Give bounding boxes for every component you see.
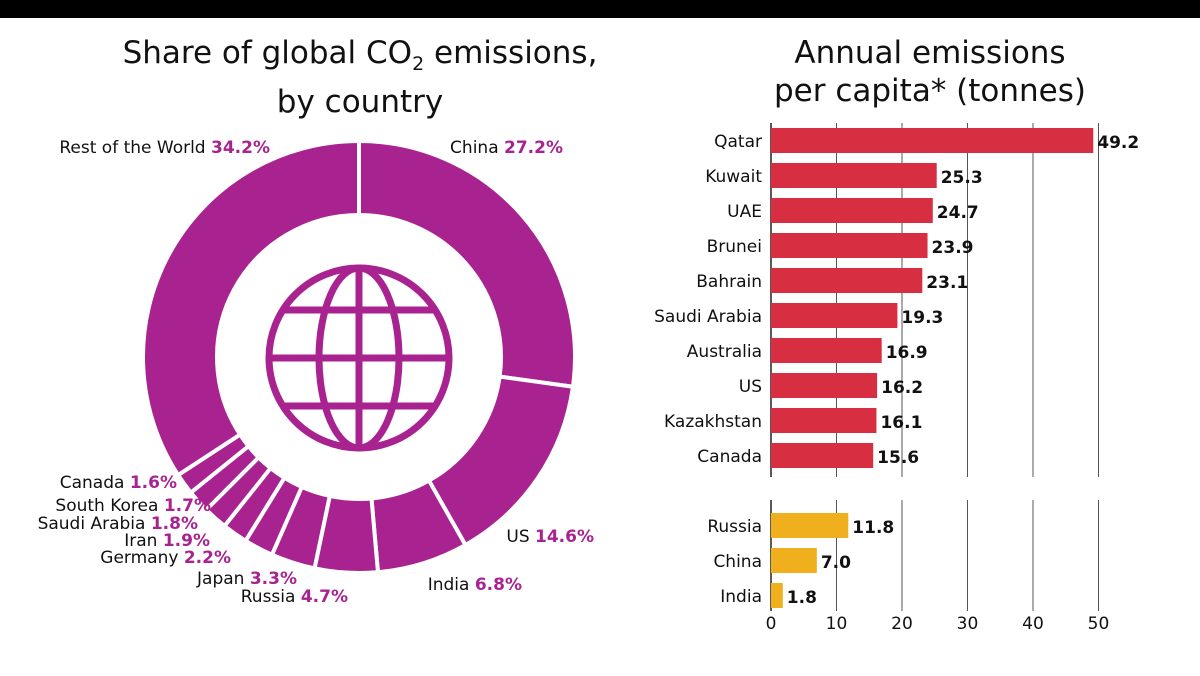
bar-category-label-saudi-arabia: Saudi Arabia — [654, 307, 762, 327]
bar-kuwait — [771, 163, 937, 188]
bar-canada — [771, 443, 874, 468]
x-tick-label-0: 0 — [766, 614, 777, 634]
bar-category-label-qatar: Qatar — [714, 132, 762, 152]
bar-russia — [771, 513, 849, 538]
bar-category-label-uae: UAE — [727, 202, 762, 222]
bar-marks: Qatar 49.2 Kuwait 25.3 UAE 24.7 Brunei 23.9 Bahr… — [654, 128, 1139, 608]
donut-title-subscript: 2 — [412, 53, 425, 76]
bar-value-label-canada: 15.6 — [877, 448, 919, 468]
donut-label-value: 1.6% — [130, 473, 177, 493]
x-tick-label-10: 10 — [826, 614, 848, 634]
donut-label-iran: Iran 1.9% — [124, 531, 210, 551]
donut-label-value: 2.2% — [184, 548, 231, 568]
bar-category-label-russia: Russia — [707, 517, 762, 537]
donut-label-name: Canada — [60, 473, 130, 493]
donut-label-value: 1.7% — [164, 496, 211, 516]
donut-label-value: 34.2% — [211, 138, 270, 158]
donut-label-rest-of-the-world: Rest of the World 34.2% — [59, 138, 270, 158]
bar-value-label-australia: 16.9 — [886, 343, 928, 363]
donut-label-china: China 27.2% — [450, 138, 563, 158]
bar-category-label-india: India — [720, 587, 762, 607]
donut-title-line2: by country — [276, 84, 444, 121]
x-tick-label-20: 20 — [891, 614, 913, 634]
bar-brunei — [771, 233, 928, 258]
bar-category-label-us: US — [739, 377, 762, 397]
bar-india — [771, 583, 783, 608]
donut-label-value: 6.8% — [475, 575, 522, 595]
bar-us — [771, 373, 878, 398]
bar-value-label-kazakhstan: 16.1 — [880, 413, 922, 433]
donut-label-saudi-arabia: Saudi Arabia 1.8% — [38, 514, 198, 534]
donut-slices — [141, 138, 577, 575]
bar-category-label-brunei: Brunei — [707, 237, 762, 257]
bar-uae — [771, 198, 933, 223]
bar-value-label-brunei: 23.9 — [932, 238, 974, 258]
bar-chart-title: Annual emissions per capita* (tonnes) — [700, 34, 1160, 110]
bar-value-label-us: 16.2 — [881, 378, 923, 398]
bar-value-label-kuwait: 25.3 — [941, 168, 983, 188]
donut-label-value: 3.3% — [250, 569, 297, 589]
bar-value-label-india: 1.8 — [787, 588, 817, 608]
bar-value-label-uae: 24.7 — [937, 203, 979, 223]
donut-label-name: US — [506, 527, 535, 547]
bar-category-label-bahrain: Bahrain — [696, 272, 762, 292]
x-tick-label-40: 40 — [1022, 614, 1044, 634]
bar-value-label-bahrain: 23.1 — [926, 273, 968, 293]
bar-value-label-qatar: 49.2 — [1097, 133, 1139, 153]
bar-china — [771, 548, 817, 573]
donut-label-name: Germany — [100, 548, 184, 568]
bar-category-label-canada: Canada — [697, 447, 762, 467]
globe-icon — [265, 264, 453, 452]
donut-label-value: 1.9% — [163, 531, 210, 551]
bar-value-label-saudi-arabia: 19.3 — [901, 308, 943, 328]
donut-label-russia: Russia 4.7% — [241, 587, 348, 607]
donut-label-germany: Germany 2.2% — [100, 548, 231, 568]
top-bar — [0, 0, 1200, 18]
bar-bahrain — [771, 268, 923, 293]
donut-label-name: Iran — [124, 531, 163, 551]
donut-label-india: India 6.8% — [428, 575, 522, 595]
donut-label-us: US 14.6% — [506, 527, 594, 547]
donut-title-line1-end: emissions, — [424, 35, 598, 71]
donut-label-value: 27.2% — [504, 138, 563, 158]
donut-label-canada: Canada 1.6% — [60, 473, 177, 493]
donut-title-line1: Share of global CO — [122, 35, 413, 71]
donut-labels: China 27.2% US 14.6% India 6.8% Russia 4.7%… — [38, 138, 594, 607]
donut-slice-china — [357, 138, 577, 390]
donut-label-name: Rest of the World — [59, 138, 211, 158]
bar-saudi-arabia — [771, 303, 898, 328]
donut-label-name: Saudi Arabia — [38, 514, 151, 534]
bar-kazakhstan — [771, 408, 877, 433]
donut-label-value: 1.8% — [151, 514, 198, 534]
bar-title-line2: per capita* (tonnes) — [773, 73, 1086, 109]
donut-label-japan: Japan 3.3% — [196, 569, 297, 589]
bar-value-label-china: 7.0 — [821, 553, 851, 573]
bar-category-label-kuwait: Kuwait — [705, 167, 762, 187]
bar-category-label-australia: Australia — [687, 342, 762, 362]
bar-value-label-russia: 11.8 — [852, 518, 894, 538]
donut-label-south-korea: South Korea 1.7% — [55, 496, 211, 516]
donut-label-name: Japan — [196, 569, 250, 589]
donut-label-name: India — [428, 575, 475, 595]
bar-australia — [771, 338, 882, 363]
donut-label-value: 4.7% — [301, 587, 348, 607]
donut-label-name: China — [450, 138, 504, 158]
bar-qatar — [771, 128, 1094, 153]
bar-title-line1: Annual emissions — [794, 35, 1066, 71]
donut-slice-rest-of-the-world — [141, 138, 361, 478]
donut-label-name: South Korea — [55, 496, 163, 516]
bar-category-label-kazakhstan: Kazakhstan — [664, 412, 762, 432]
x-tick-label-50: 50 — [1088, 614, 1110, 634]
donut-label-value: 14.6% — [535, 527, 594, 547]
bar-category-label-china: China — [713, 552, 762, 572]
bar-axis: 0 10 20 30 40 50 — [766, 614, 1110, 634]
donut-label-name: Russia — [241, 587, 301, 607]
donut-chart-title: Share of global CO2 emissions, by countr… — [60, 34, 660, 121]
x-tick-label-30: 30 — [957, 614, 979, 634]
